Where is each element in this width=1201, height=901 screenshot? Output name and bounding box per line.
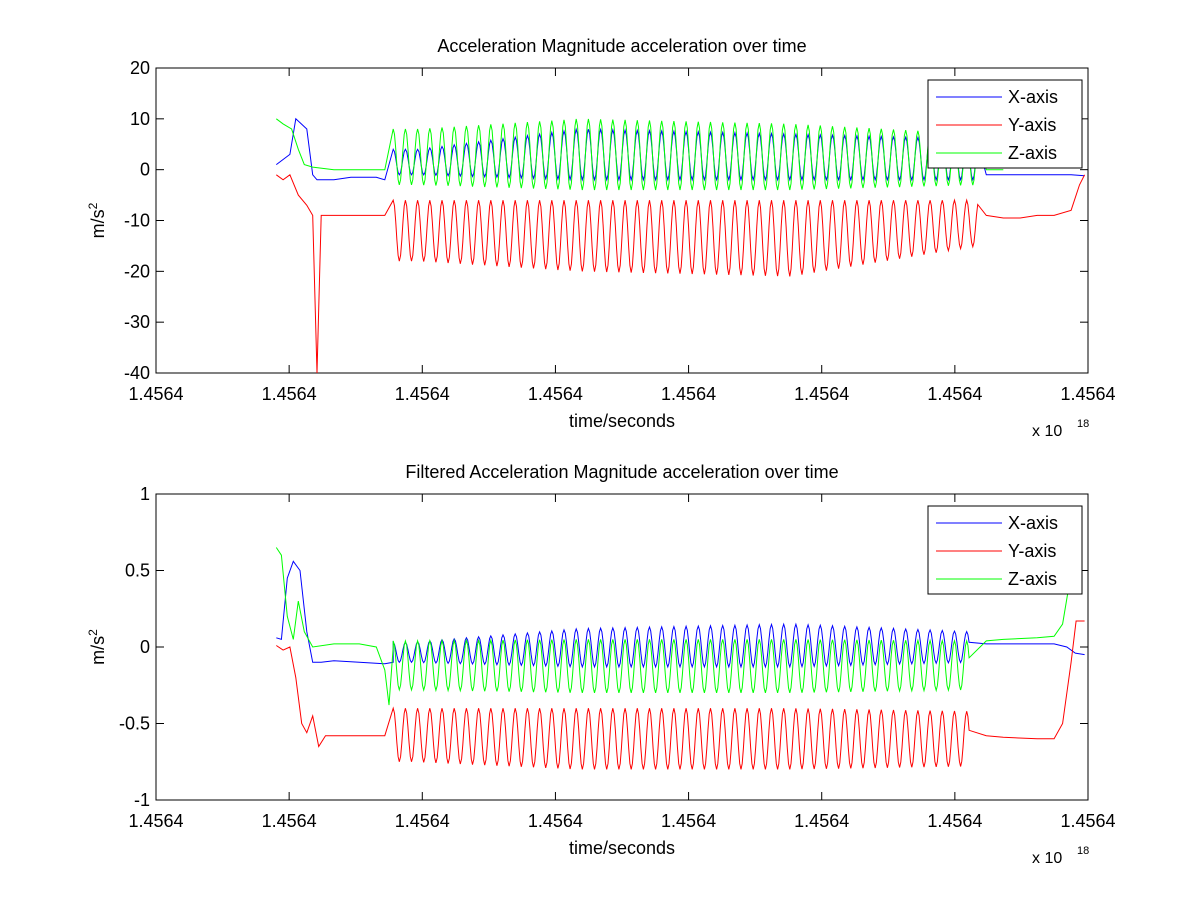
x-tick-label: 1.4564 (528, 384, 583, 404)
x-tick-label: 1.4564 (128, 384, 183, 404)
x-tick-label: 1.4564 (262, 811, 317, 831)
legend-box (927, 505, 1083, 595)
series-line-y-axis (276, 620, 1085, 770)
y-axis-label-superscript: 2 (86, 629, 100, 636)
legend-label-x-axis: X-axis (1008, 87, 1058, 107)
y-tick-label: 0.5 (125, 561, 150, 581)
y-tick-label: 0 (140, 160, 150, 180)
series-group (276, 117, 1086, 373)
series-group (275, 547, 1085, 770)
x-tick-label: 1.4564 (661, 384, 716, 404)
legend: X-axis Y-axis Z-axis (927, 505, 1083, 595)
y-tick-label: -10 (124, 211, 150, 231)
x-tick-label: 1.4564 (1060, 811, 1115, 831)
x-tick-label: 1.4564 (1060, 384, 1115, 404)
legend-label-z-axis: Z-axis (1008, 569, 1057, 589)
legend-label-z-axis: Z-axis (1008, 143, 1057, 163)
x-axis-multiplier: x 10 (1032, 423, 1062, 440)
series-line-y-axis (276, 174, 1086, 373)
series-line-x-axis (276, 560, 1085, 669)
chart-title: Acceleration Magnitude acceleration over… (437, 36, 806, 56)
x-axis-multiplier-exponent: 18 (1077, 418, 1089, 430)
legend: X-axis Y-axis Z-axis (927, 79, 1083, 169)
series-line-z-axis (275, 547, 1072, 706)
x-axis-multiplier: x 10 (1032, 850, 1062, 867)
legend-box (927, 79, 1083, 169)
x-axis-multiplier-exponent: 18 (1077, 845, 1089, 857)
y-tick-label: 1 (140, 484, 150, 504)
x-tick-label: 1.4564 (927, 811, 982, 831)
y-tick-label: -1 (134, 790, 150, 810)
legend-label-x-axis: X-axis (1008, 513, 1058, 533)
x-tick-label: 1.4564 (128, 811, 183, 831)
y-tick-label: -40 (124, 363, 150, 383)
y-tick-label: 10 (130, 109, 150, 129)
y-axis-label: m/s2 (86, 629, 108, 665)
y-axis-label: m/s2 (86, 202, 108, 238)
series-line-z-axis (276, 118, 1004, 191)
y-tick-label: -30 (124, 312, 150, 332)
legend-label-y-axis: Y-axis (1008, 541, 1056, 561)
y-axis-label-superscript: 2 (86, 202, 100, 209)
chart-title: Filtered Acceleration Magnitude accelera… (405, 462, 838, 482)
legend-label-y-axis: Y-axis (1008, 115, 1056, 135)
x-tick-label: 1.4564 (528, 811, 583, 831)
y-tick-label: 0 (140, 637, 150, 657)
x-tick-label: 1.4564 (927, 384, 982, 404)
y-tick-label: -20 (124, 261, 150, 281)
x-tick-label: 1.4564 (395, 384, 450, 404)
x-tick-label: 1.4564 (794, 811, 849, 831)
bottom-chart-panel: 10.50-0.5-11.4564 1.4564 1.4564 1.4564 1.456… (86, 462, 1116, 867)
x-tick-label: 1.4564 (395, 811, 450, 831)
x-tick-label: 1.4564 (661, 811, 716, 831)
y-tick-label: -0.5 (119, 714, 150, 734)
x-tick-label: 1.4564 (794, 384, 849, 404)
x-axis-label: time/seconds (569, 411, 675, 431)
x-tick-label: 1.4564 (262, 384, 317, 404)
x-axis-label: time/seconds (569, 838, 675, 858)
y-tick-label: 20 (130, 58, 150, 78)
